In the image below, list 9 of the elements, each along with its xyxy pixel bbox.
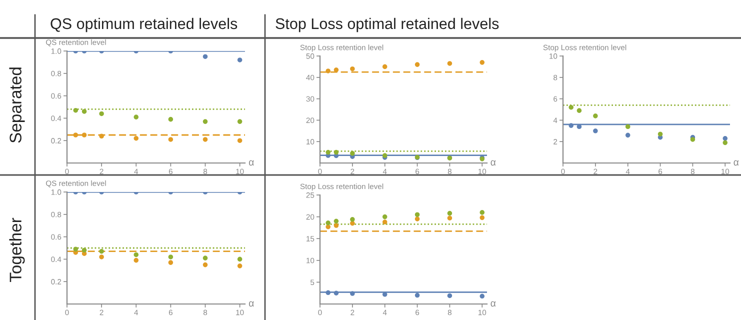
x-axis-title: α bbox=[490, 160, 496, 166]
text: Separated bbox=[9, 68, 25, 143]
text: Together bbox=[9, 218, 25, 282]
text: QS optimum retained levels bbox=[50, 18, 238, 32]
x-axis-title: α bbox=[734, 160, 739, 166]
text: Stop Loss optimal retained levels bbox=[276, 18, 499, 32]
x-axis-title: α bbox=[248, 301, 254, 307]
x-axis-title: α bbox=[248, 160, 254, 166]
x-axis-title: α bbox=[490, 301, 496, 307]
